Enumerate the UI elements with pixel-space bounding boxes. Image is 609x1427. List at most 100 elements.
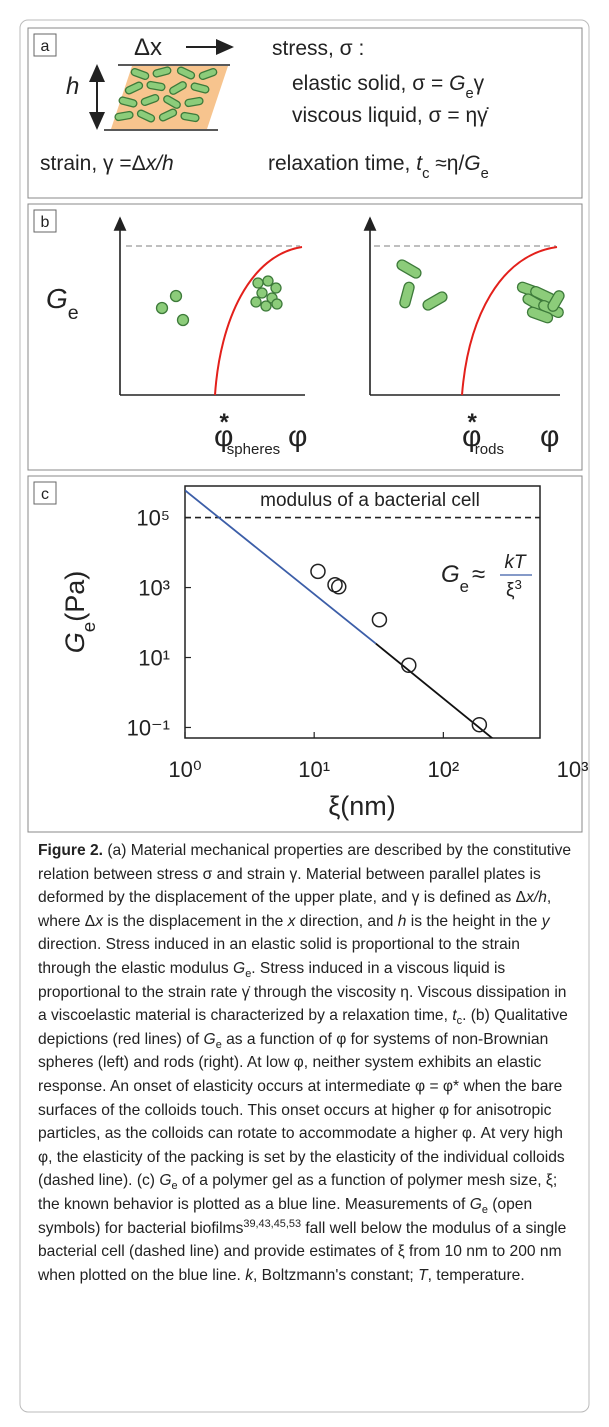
caption-text: direction, and: [295, 912, 398, 930]
caption-text: x/h: [526, 889, 547, 907]
caption-text: y: [541, 912, 550, 930]
caption: Figure 2. (a) Material mechanical proper…: [38, 839, 576, 1287]
y-tick-label: 10⁵: [136, 506, 170, 531]
rod-particles: [396, 259, 565, 324]
viscous-label: viscous liquid, σ = ηγ̇: [292, 104, 489, 127]
rod: [163, 95, 181, 109]
caption-text: is the height in the: [406, 912, 542, 930]
x-tick-label: 10³: [557, 757, 589, 782]
data-point: [371, 612, 388, 628]
phi-star-rods: φ* rods: [462, 409, 504, 458]
rod: [118, 96, 138, 108]
figure-frame: [19, 19, 590, 1413]
y-axis-label: Ge: [46, 283, 79, 324]
rod: [184, 96, 204, 108]
panel-label-box: [33, 209, 57, 233]
x-axis-label: φ: [540, 420, 559, 453]
x-tick-label: 10²: [427, 757, 459, 782]
caption-text: is the displacement in the: [103, 912, 288, 930]
x-tick-label: 10¹: [298, 757, 330, 782]
caption-text: (a) Material mechanical properties are d…: [38, 842, 572, 907]
spheres: [155, 275, 283, 327]
rod: [140, 93, 160, 107]
caption-text: . (b) Qualitative depictions (red lines)…: [38, 1007, 568, 1048]
caption-text: e: [245, 968, 252, 981]
formula-lhs: Ge ≈: [441, 561, 485, 596]
caption-text: of a polymer gel as a function of polyme…: [38, 1172, 558, 1213]
caption-text: , temperature.: [427, 1266, 525, 1284]
red-curve: [214, 246, 303, 396]
caption-text: direction. Stress induced in an elastic …: [38, 936, 520, 977]
caption-text: G: [469, 1195, 482, 1213]
x-axis-title: ξ(nm): [328, 791, 396, 821]
caption-text: (open symbols) for bacterial biofilms: [38, 1195, 533, 1237]
caption-text: , Boltzmann's constant;: [253, 1266, 419, 1284]
elastic-label: elastic solid, σ = Geγ: [292, 72, 485, 102]
data-point: [331, 579, 347, 595]
panel-label-box: [33, 481, 57, 505]
panel-label: c: [41, 486, 49, 503]
rod: [146, 80, 166, 92]
y-tick-label: 10³: [138, 576, 170, 601]
caption-text: fall well below the modulus of a single …: [38, 1219, 567, 1284]
caption-text: T: [418, 1266, 428, 1284]
caption-text: h: [397, 912, 407, 930]
phi-star-spheres: φ* spheres: [214, 409, 280, 458]
caption-title: Figure 2.: [38, 842, 103, 859]
formula-numerator: kT: [504, 552, 527, 573]
stress-label: stress, σ :: [272, 37, 364, 60]
rods: [114, 66, 218, 123]
caption-text: x: [95, 912, 104, 930]
rod: [124, 81, 144, 95]
data-point: [401, 657, 417, 674]
y-tick-label: 10⁻¹: [127, 715, 170, 740]
caption-text: e: [171, 1180, 178, 1193]
caption-text: as a function of φ for systems of non-Br…: [38, 1030, 565, 1190]
formula-denominator: ξ3: [506, 577, 522, 602]
x-tick-label: 10⁰: [168, 757, 201, 782]
caption-text: c: [456, 1015, 463, 1028]
data-point: [471, 716, 488, 733]
caption-text: 39,43,45,53: [243, 1217, 302, 1230]
caption-text: e: [481, 1204, 488, 1217]
relaxation-label: relaxation time, tc ≈η/Ge: [268, 152, 489, 182]
formula: Ge ≈ kT ξ3: [441, 552, 532, 601]
rod: [158, 108, 178, 122]
panel-label: b: [41, 214, 50, 231]
rod: [152, 66, 172, 78]
fit-line: [185, 489, 377, 645]
y-axis-title: Ge(Pa): [60, 571, 100, 654]
rod: [190, 82, 210, 94]
panel-frame: [27, 27, 583, 199]
data-point: [310, 563, 326, 580]
h-label: h: [66, 73, 79, 100]
plot-frame: [184, 485, 541, 739]
panel-label-box: [33, 33, 57, 57]
rod: [180, 111, 200, 123]
caption-text: t: [452, 1007, 457, 1025]
rod: [136, 109, 156, 123]
caption-text: k: [245, 1266, 254, 1284]
dx-label: Δx: [134, 34, 162, 61]
panel-frame: [27, 475, 583, 833]
data-point: [327, 577, 343, 593]
caption-text: G: [159, 1172, 172, 1190]
reference-label: modulus of a bacterial cell: [260, 490, 480, 511]
caption-text: G: [203, 1030, 216, 1048]
caption-text: e: [215, 1038, 222, 1051]
y-tick-label: 10¹: [138, 646, 170, 671]
red-curve: [461, 246, 558, 396]
rod: [198, 67, 218, 81]
panel-frame: [27, 203, 583, 471]
caption-text: G: [233, 959, 246, 977]
rod: [114, 110, 134, 122]
strain-label: strain, γ =Δx/h: [40, 152, 174, 175]
caption-text: , where Δ: [38, 889, 552, 930]
rod: [169, 81, 187, 95]
caption-text: x: [287, 912, 296, 930]
x-axis-label: φ: [288, 420, 307, 453]
rod: [176, 66, 196, 80]
